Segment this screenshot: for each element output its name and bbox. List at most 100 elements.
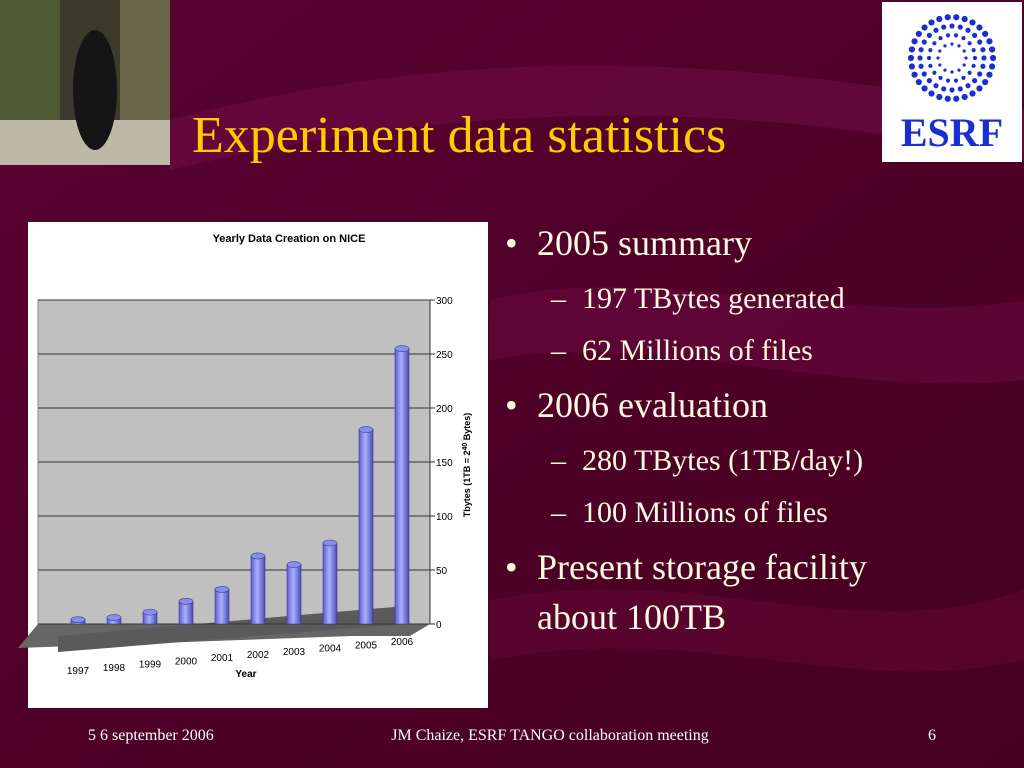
- y-tick-label: 100: [436, 512, 453, 523]
- logo-dot: [945, 78, 951, 83]
- logo-text: ESRF: [901, 110, 1003, 155]
- sub-bullet-text: 100 Millions of files: [582, 496, 828, 529]
- logo-dot: [964, 56, 968, 60]
- bullet-list: • 2005 summary– 197 TBytes generated– 62 Mi…: [505, 223, 867, 637]
- logo-dot: [962, 49, 966, 53]
- logo-dot: [957, 24, 963, 30]
- wave: [490, 589, 1024, 672]
- logo-dot: [980, 47, 986, 53]
- bar-top: [322, 539, 338, 547]
- logo-dot: [986, 71, 993, 78]
- sub-bullet-text: 280 TBytes (1TB/day!): [582, 444, 863, 477]
- logo-dot: [938, 63, 942, 67]
- logo-dot: [938, 35, 943, 41]
- x-tick-label: 2002: [247, 650, 270, 661]
- logo-dot: [953, 78, 959, 83]
- logo-dot: [908, 46, 915, 53]
- logo-dot: [953, 14, 960, 21]
- logo-dot: [961, 75, 966, 81]
- logo-dot: [962, 63, 966, 67]
- logo-dot: [980, 63, 986, 69]
- footer-date: 5 6 september 2006: [88, 727, 214, 744]
- bar-top: [394, 345, 410, 352]
- bar: [286, 564, 302, 625]
- bar-top: [106, 614, 122, 621]
- sub-bullet-text: 197 TBytes generated: [582, 282, 845, 315]
- footer-center: JM Chaize, ESRF TANGO collaboration meet…: [391, 727, 709, 744]
- y-tick-label: 300: [436, 296, 453, 307]
- footer-page: 6: [928, 727, 936, 744]
- logo-dot: [961, 93, 968, 101]
- logo-dot: [936, 93, 943, 101]
- bar: [322, 542, 338, 625]
- logo-dot: [941, 24, 947, 30]
- logo-dot: [982, 30, 989, 38]
- bar: [394, 348, 410, 625]
- logo-dot: [957, 44, 961, 48]
- logo-dot: [928, 90, 935, 97]
- logo-dot: [949, 87, 955, 93]
- x-tick-label: 2001: [211, 653, 234, 664]
- wave: [490, 287, 1024, 384]
- logo-dot: [971, 48, 976, 53]
- x-tick-label: 1997: [67, 666, 90, 677]
- slide-title: Experiment data statistics: [192, 107, 726, 164]
- logo-dot: [936, 56, 940, 60]
- bar: [214, 589, 230, 625]
- logo-dot: [989, 63, 996, 70]
- plot-floor-front: [58, 606, 405, 652]
- bar: [250, 555, 266, 625]
- x-tick-label: 2005: [355, 640, 378, 651]
- logo-dot: [972, 78, 978, 84]
- y-axis-label-part: 40: [462, 443, 469, 451]
- logo-dot: [977, 39, 983, 45]
- x-axis-label: Year: [235, 669, 256, 680]
- logo-dot: [921, 85, 928, 92]
- sub-bullet-marker: –: [550, 282, 567, 315]
- logo-dot: [943, 68, 947, 72]
- bullet-text: Present storage facility: [537, 547, 867, 587]
- y-tick-label: 0: [436, 620, 442, 631]
- logo-dot: [972, 32, 978, 38]
- logo-dot: [928, 48, 933, 53]
- logo-dot: [949, 23, 955, 29]
- bar-top: [358, 426, 374, 433]
- bar-top: [142, 608, 158, 616]
- logo-dot: [932, 41, 937, 46]
- logo-dot: [969, 90, 976, 97]
- bullet-text: about 100TB: [537, 597, 726, 637]
- bullet-marker: •: [505, 385, 518, 425]
- logo-dot: [977, 71, 983, 77]
- chart-title: Yearly Data Creation on NICE: [213, 233, 366, 245]
- logo-dot: [926, 32, 932, 38]
- logo-dot: [936, 15, 943, 23]
- sub-bullet-marker: –: [550, 496, 567, 529]
- logo-dot: [928, 63, 933, 68]
- bar-top: [214, 586, 230, 593]
- logo-dot: [953, 95, 960, 102]
- y-axis-label-part: Bytes): [462, 413, 472, 443]
- logo-dot: [911, 71, 918, 78]
- bar-top: [178, 598, 194, 605]
- logo-dot: [961, 15, 968, 23]
- x-tick-label: 2000: [175, 656, 198, 667]
- logo-dot: [932, 70, 937, 75]
- chart: Yearly Data Creation on NICE 0 50 100 150 200…: [18, 233, 472, 680]
- logo-dot: [944, 14, 951, 21]
- y-tick-label: 50: [436, 566, 448, 577]
- bar-top: [286, 561, 302, 568]
- bullet-marker: •: [505, 223, 518, 263]
- logo-dot: [926, 55, 932, 61]
- sub-bullet-marker: –: [550, 444, 567, 477]
- logo-dot: [915, 30, 922, 38]
- y-tick-label: 150: [436, 458, 453, 469]
- logo-dot: [989, 54, 997, 62]
- bar: [358, 429, 374, 625]
- logo-dot: [967, 70, 972, 75]
- logo-dot: [976, 85, 983, 92]
- x-tick-label: 2003: [283, 647, 306, 658]
- y-axis-label-part: Tbytes (1TB = 2: [462, 451, 472, 518]
- logo-dot: [933, 83, 939, 89]
- x-tick-label: 1998: [103, 663, 126, 674]
- bullet-text: 2006 evaluation: [537, 385, 768, 425]
